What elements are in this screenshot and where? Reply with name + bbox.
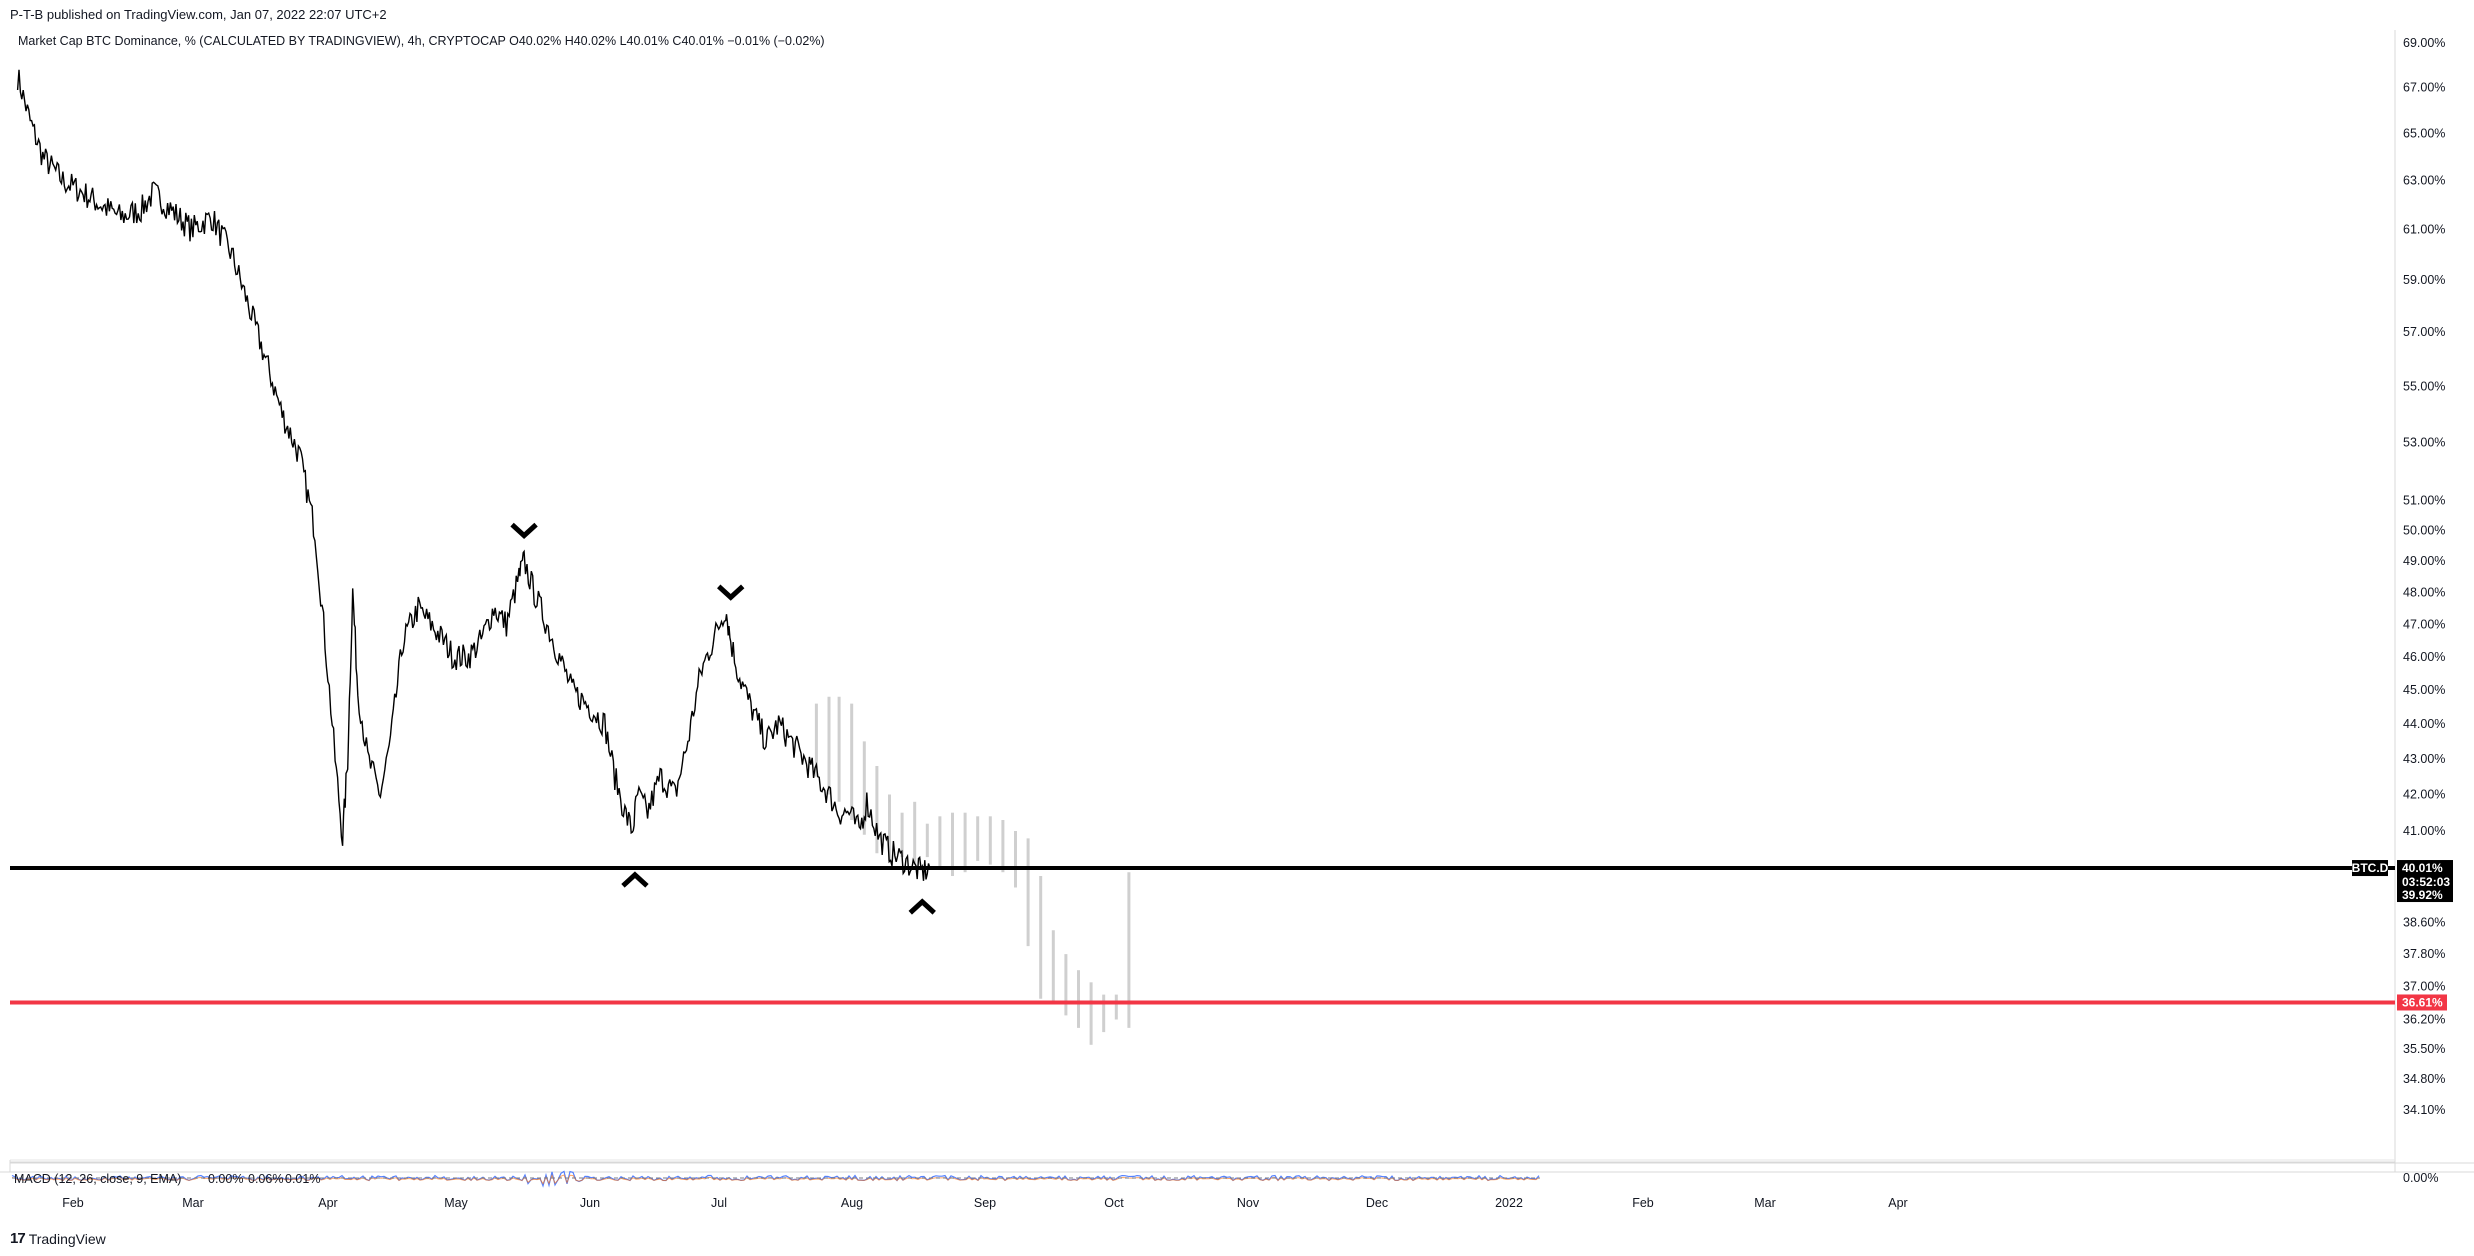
x-tick-label: Feb — [1632, 1196, 1654, 1210]
x-tick-label: Aug — [841, 1196, 863, 1210]
x-tick-label: Sep — [974, 1196, 996, 1210]
y-tick-label: 36.20% — [2403, 1013, 2445, 1027]
x-tick-label: Apr — [1888, 1196, 1907, 1210]
symbol-tag-bg — [2352, 860, 2388, 877]
y-tick-label: 67.00% — [2403, 81, 2445, 95]
x-tick-label: Mar — [182, 1196, 204, 1210]
last-price-tag: 40.01% — [2402, 861, 2443, 875]
publisher-line: P-T-B published on TradingView.com, Jan … — [10, 7, 387, 22]
x-tick-label: 2022 — [1495, 1196, 1523, 1210]
x-tick-label: Feb — [62, 1196, 84, 1210]
tradingview-logo-text: TradingView — [28, 1230, 106, 1247]
y-tick-label: 43.00% — [2403, 752, 2445, 766]
y-tick-label: 51.00% — [2403, 494, 2445, 508]
symbol-tag: BTC.D — [2352, 861, 2389, 875]
y-tick-label: 41.00% — [2403, 824, 2445, 838]
y-tick-label: 53.00% — [2403, 435, 2445, 449]
x-tick-label: Dec — [1366, 1196, 1388, 1210]
y-tick-label: 47.00% — [2403, 617, 2445, 631]
tradingview-logo[interactable]: 17 TradingView — [10, 1230, 106, 1247]
chevron-up-icon — [621, 871, 649, 888]
y-tick-label: 34.80% — [2403, 1072, 2445, 1086]
y-tick-label: 42.00% — [2403, 788, 2445, 802]
x-tick-label: Jun — [580, 1196, 600, 1210]
y-tick-label: 55.00% — [2403, 379, 2445, 393]
y-tick-label: 44.00% — [2403, 717, 2445, 731]
btc-dominance-series — [16, 69, 931, 881]
x-tick-label: Apr — [318, 1196, 337, 1210]
y-tick-label: 46.00% — [2403, 650, 2445, 664]
y-tick-label: 49.00% — [2403, 554, 2445, 568]
y-tick-label: 34.10% — [2403, 1103, 2445, 1117]
y-tick-label: 38.60% — [2403, 915, 2445, 929]
macd-axis-tick: 0.00% — [2403, 1171, 2438, 1185]
symbol-legend: Market Cap BTC Dominance, % (CALCULATED … — [18, 34, 825, 48]
y-tick-label: 48.00% — [2403, 585, 2445, 599]
x-tick-label: Nov — [1237, 1196, 1260, 1210]
chevron-down-icon — [717, 584, 745, 601]
macd-hist-value: 0.01% — [285, 1172, 320, 1186]
tradingview-logo-icon: 17 — [10, 1230, 26, 1247]
y-tick-label: 57.00% — [2403, 325, 2445, 339]
macd-legend: MACD (12, 26, close, 9, EMA) — [14, 1172, 181, 1186]
y-tick-label: 63.00% — [2403, 174, 2445, 188]
x-tick-label: Oct — [1104, 1196, 1124, 1210]
y-tick-label: 50.00% — [2403, 524, 2445, 538]
macd-signal-value: 0.06% — [248, 1172, 283, 1186]
price-tag-bg — [2397, 860, 2453, 903]
y-tick-label: 37.80% — [2403, 947, 2445, 961]
y-tick-label: 61.00% — [2403, 223, 2445, 237]
y-tick-label: 35.50% — [2403, 1042, 2445, 1056]
y-tick-label: 69.00% — [2403, 36, 2445, 50]
y-tick-label: 65.00% — [2403, 126, 2445, 140]
y-tick-label: 37.00% — [2403, 979, 2445, 993]
low-price-tag: 39.92% — [2402, 888, 2443, 902]
support-price-tag: 36.61% — [2402, 995, 2443, 1009]
y-tick-label: 59.00% — [2403, 273, 2445, 287]
support-tag-bg — [2397, 994, 2447, 1011]
x-tick-label: Jul — [711, 1196, 727, 1210]
macd-value: 0.00% — [208, 1172, 243, 1186]
countdown-tag: 03:52:03 — [2402, 875, 2450, 889]
chevron-up-icon — [908, 898, 936, 915]
y-tick-label: 45.00% — [2403, 683, 2445, 697]
x-tick-label: Mar — [1754, 1196, 1776, 1210]
chevron-down-icon — [510, 522, 538, 539]
x-tick-label: May — [444, 1196, 468, 1210]
